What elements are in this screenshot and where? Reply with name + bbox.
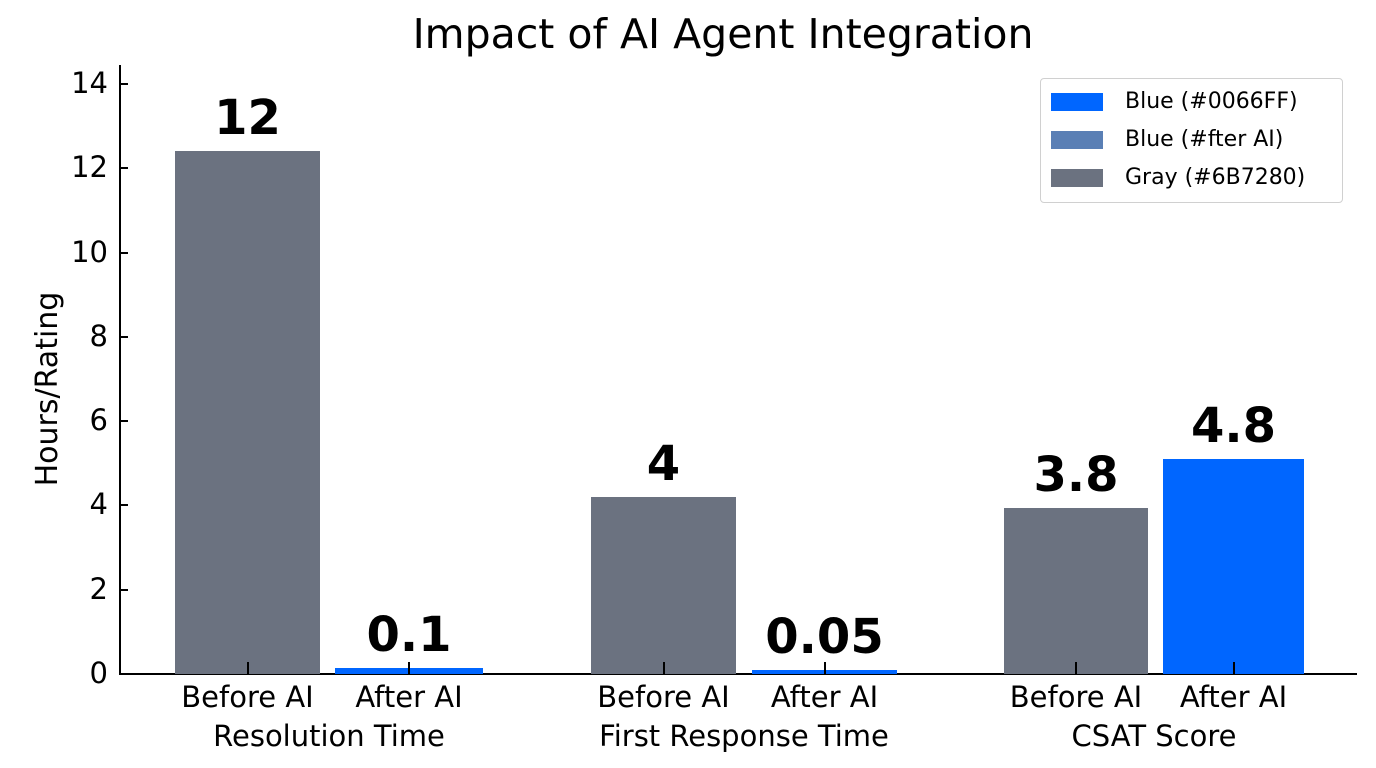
y-tick-label: 6	[89, 403, 108, 438]
y-tick	[120, 420, 128, 423]
legend-label: Blue (#0066FF)	[1125, 89, 1298, 114]
bar-value-label: 3.8	[1033, 446, 1119, 503]
y-tick-label: 12	[71, 150, 108, 185]
y-tick	[120, 673, 128, 675]
y-tick-label: 2	[89, 571, 108, 606]
y-tick-label: 14	[71, 66, 108, 100]
y-tick	[120, 504, 128, 507]
bar-value-label: 4	[646, 436, 681, 492]
x-tick	[662, 662, 665, 674]
y-tick	[120, 83, 128, 85]
legend-label: Blue (#fter AI)	[1125, 127, 1284, 152]
group-label: CSAT Score	[1071, 719, 1237, 753]
bar-value-label: 4.8	[1190, 398, 1277, 455]
group-label: Resolution Time	[213, 719, 445, 753]
legend-item: Gray (#6B7280)	[1051, 163, 1305, 193]
y-tick	[120, 335, 128, 338]
x-tick-label: After AI	[770, 680, 879, 714]
x-tick	[1232, 662, 1235, 674]
legend-item: Blue (#fter AI)	[1051, 125, 1283, 155]
x-tick	[246, 662, 249, 674]
bar-before-ai	[1004, 507, 1148, 674]
y-tick-label: 0	[89, 656, 108, 690]
legend-swatch	[1051, 169, 1103, 187]
x-tick-label: Before AI	[1009, 680, 1143, 714]
group-label: First Response Time	[599, 719, 889, 753]
x-tick-label: Before AI	[181, 680, 314, 714]
y-tick-label: 10	[71, 234, 108, 269]
x-tick	[1075, 662, 1077, 674]
bar-after-ai	[1163, 459, 1304, 674]
x-tick-label: After AI	[1179, 680, 1288, 714]
x-tick-label: Before AI	[597, 680, 730, 714]
x-axis-spine	[119, 673, 1357, 675]
legend-swatch	[1051, 93, 1103, 111]
bar-value-label: 12	[214, 90, 281, 147]
bar-value-label: 0.1	[366, 606, 452, 663]
x-tick-label: After AI	[355, 680, 463, 714]
legend-label: Gray (#6B7280)	[1125, 165, 1306, 190]
bar-before-ai	[591, 497, 736, 674]
y-tick	[120, 167, 128, 170]
y-tick-label: 8	[89, 318, 108, 353]
x-tick	[408, 662, 410, 674]
legend-item: Blue (#0066FF)	[1051, 87, 1298, 117]
y-tick	[120, 251, 128, 254]
bar-value-label: 0.05	[765, 608, 884, 665]
bar-before-ai	[175, 151, 320, 674]
y-axis-spine	[119, 65, 121, 675]
y-tick	[120, 588, 128, 591]
y-tick-label: 4	[89, 487, 108, 522]
y-axis-label: Hours/Rating	[30, 291, 65, 487]
legend-swatch	[1051, 131, 1103, 149]
x-tick	[823, 662, 826, 674]
legend: Blue (#0066FF) Blue (#fter AI) Gray (#6B…	[1040, 78, 1343, 203]
chart-title: Impact of AI Agent Integration	[412, 10, 1034, 58]
